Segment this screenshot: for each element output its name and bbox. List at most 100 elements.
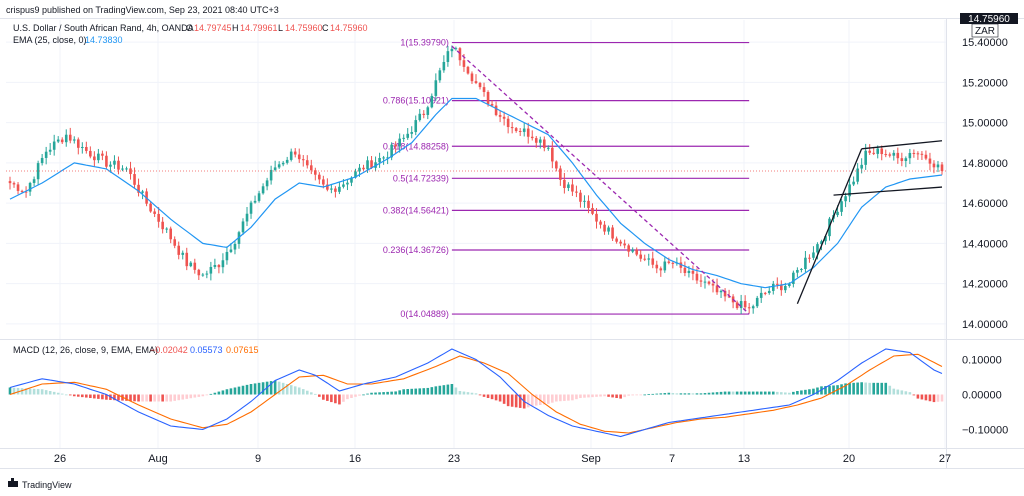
candle[interactable] bbox=[338, 181, 341, 195]
candle[interactable] bbox=[739, 294, 743, 314]
candle[interactable] bbox=[12, 181, 16, 188]
candle[interactable] bbox=[362, 164, 365, 171]
candle[interactable] bbox=[888, 152, 892, 158]
candle[interactable] bbox=[518, 128, 522, 136]
candle[interactable] bbox=[438, 67, 442, 83]
candle[interactable] bbox=[129, 161, 132, 180]
candle[interactable] bbox=[318, 172, 321, 185]
candle[interactable] bbox=[97, 148, 100, 164]
candle[interactable] bbox=[884, 149, 888, 158]
candle[interactable] bbox=[595, 208, 598, 229]
candle[interactable] bbox=[133, 167, 136, 189]
candle[interactable] bbox=[559, 165, 562, 186]
candle[interactable] bbox=[735, 300, 739, 310]
candle[interactable] bbox=[93, 151, 96, 167]
candle[interactable] bbox=[426, 105, 430, 120]
candle[interactable] bbox=[727, 289, 731, 299]
candle[interactable] bbox=[804, 251, 807, 273]
candle[interactable] bbox=[281, 160, 285, 167]
candle[interactable] bbox=[161, 217, 164, 234]
candle[interactable] bbox=[587, 195, 590, 214]
candle[interactable] bbox=[48, 143, 52, 156]
candle[interactable] bbox=[920, 151, 924, 161]
candle[interactable] bbox=[245, 207, 249, 227]
candle[interactable] bbox=[85, 141, 88, 154]
candle[interactable] bbox=[900, 152, 904, 167]
candle[interactable] bbox=[691, 265, 695, 281]
candle[interactable] bbox=[800, 267, 803, 273]
candle[interactable] bbox=[16, 182, 20, 195]
candle[interactable] bbox=[177, 241, 181, 260]
candle[interactable] bbox=[639, 250, 643, 262]
candle[interactable] bbox=[635, 247, 638, 257]
candle[interactable] bbox=[683, 261, 687, 277]
candle[interactable] bbox=[257, 190, 261, 203]
candle[interactable] bbox=[293, 148, 297, 158]
candle[interactable] bbox=[526, 122, 530, 144]
candle[interactable] bbox=[510, 121, 514, 134]
candle[interactable] bbox=[611, 224, 614, 242]
candle[interactable] bbox=[273, 160, 277, 172]
candle[interactable] bbox=[667, 257, 671, 265]
candle[interactable] bbox=[201, 272, 205, 277]
candle[interactable] bbox=[261, 183, 265, 195]
candle[interactable] bbox=[655, 260, 659, 274]
candle[interactable] bbox=[892, 150, 896, 161]
candle[interactable] bbox=[217, 263, 221, 274]
candle[interactable] bbox=[474, 74, 478, 85]
candle[interactable] bbox=[723, 288, 727, 302]
candle[interactable] bbox=[482, 82, 486, 97]
candle[interactable] bbox=[450, 45, 454, 58]
candle[interactable] bbox=[109, 161, 112, 173]
candle[interactable] bbox=[506, 115, 510, 134]
candle[interactable] bbox=[599, 219, 602, 229]
candle[interactable] bbox=[386, 151, 389, 165]
candle[interactable] bbox=[72, 136, 76, 144]
candle[interactable] bbox=[940, 161, 944, 175]
candle[interactable] bbox=[868, 144, 871, 155]
candle[interactable] bbox=[812, 246, 815, 261]
candle[interactable] bbox=[631, 247, 634, 254]
candle[interactable] bbox=[149, 201, 152, 213]
candle[interactable] bbox=[322, 175, 325, 189]
candle[interactable] bbox=[466, 65, 470, 75]
candle[interactable] bbox=[502, 111, 506, 126]
candle[interactable] bbox=[538, 136, 542, 149]
candle[interactable] bbox=[530, 130, 534, 141]
candle[interactable] bbox=[410, 126, 414, 139]
candle[interactable] bbox=[32, 176, 36, 187]
candle[interactable] bbox=[346, 178, 349, 191]
candle[interactable] bbox=[743, 295, 747, 312]
candle[interactable] bbox=[209, 261, 213, 281]
candle[interactable] bbox=[880, 145, 884, 161]
candle[interactable] bbox=[406, 128, 410, 140]
candle[interactable] bbox=[808, 254, 811, 263]
candle[interactable] bbox=[8, 176, 12, 190]
candle[interactable] bbox=[619, 239, 622, 247]
candle[interactable] bbox=[454, 46, 458, 51]
candle[interactable] bbox=[699, 274, 703, 288]
candle[interactable] bbox=[137, 178, 140, 197]
candle[interactable] bbox=[185, 247, 189, 271]
candle[interactable] bbox=[575, 185, 578, 198]
candle[interactable] bbox=[113, 155, 116, 169]
candle[interactable] bbox=[775, 277, 779, 289]
candle[interactable] bbox=[763, 291, 767, 296]
candle[interactable] bbox=[44, 146, 48, 165]
candle[interactable] bbox=[442, 55, 446, 73]
candle[interactable] bbox=[840, 199, 843, 216]
candle[interactable] bbox=[591, 203, 594, 216]
candle[interactable] bbox=[205, 270, 209, 279]
candlesticks[interactable] bbox=[8, 45, 944, 314]
candle[interactable] bbox=[121, 165, 124, 172]
candle[interactable] bbox=[852, 176, 855, 187]
candle[interactable] bbox=[289, 148, 293, 162]
candle[interactable] bbox=[478, 81, 482, 90]
candle[interactable] bbox=[542, 136, 546, 152]
candle[interactable] bbox=[117, 156, 120, 175]
candle[interactable] bbox=[225, 246, 229, 265]
candle[interactable] bbox=[378, 152, 381, 168]
candle[interactable] bbox=[844, 192, 847, 208]
candle[interactable] bbox=[181, 250, 185, 260]
candle[interactable] bbox=[105, 151, 108, 169]
